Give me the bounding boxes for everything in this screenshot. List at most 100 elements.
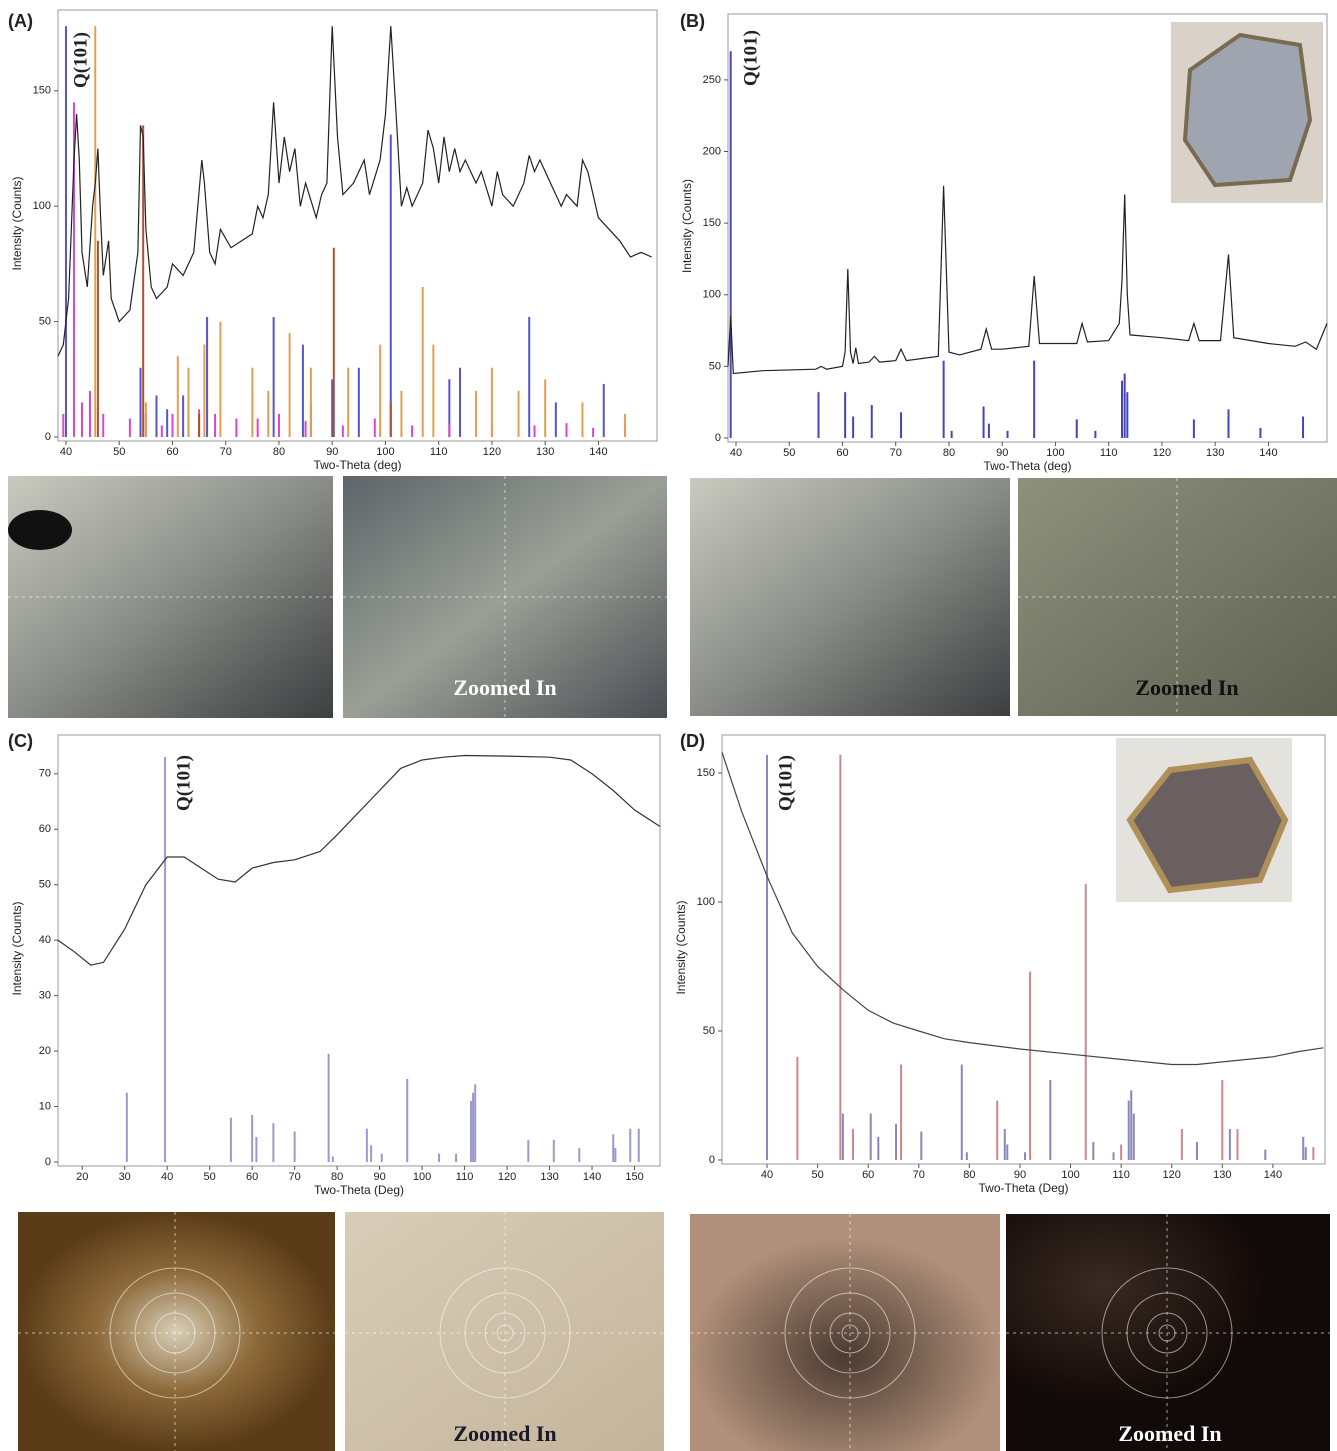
- x-tick-label: 80: [963, 1169, 975, 1181]
- y-tick-label: 50: [39, 879, 51, 891]
- x-tick-label: 60: [246, 1171, 258, 1183]
- y-tick-label: 150: [703, 217, 721, 229]
- y-tick-label: 0: [715, 432, 721, 444]
- x-tick-label: 70: [289, 1171, 301, 1183]
- y-axis-label: Intensity (Counts): [680, 179, 694, 273]
- x-tick-label: 80: [331, 1171, 343, 1183]
- x-tick-label: 110: [430, 446, 448, 458]
- photo-caption: Zoomed In: [453, 1421, 556, 1446]
- x-tick-label: 80: [273, 446, 285, 458]
- y-tick-label: 50: [703, 1025, 715, 1037]
- x-tick-label: 130: [540, 1171, 558, 1183]
- x-tick-label: 50: [811, 1169, 823, 1181]
- x-tick-label: 140: [583, 1171, 601, 1183]
- photo-detail: [8, 510, 72, 550]
- x-tick-label: 100: [376, 446, 394, 458]
- x-tick-label: 30: [119, 1171, 131, 1183]
- peak-annotation: Q(101): [70, 32, 91, 88]
- y-tick-label: 100: [697, 896, 715, 908]
- x-tick-label: 150: [625, 1171, 643, 1183]
- x-tick-label: 50: [113, 446, 125, 458]
- y-tick-label: 50: [709, 360, 721, 372]
- x-axis-label: Two-Theta (deg): [313, 458, 401, 472]
- x-tick-label: 40: [730, 447, 742, 459]
- y-tick-label: 70: [39, 768, 51, 780]
- y-tick-label: 10: [39, 1100, 51, 1112]
- x-tick-label: 60: [836, 447, 848, 459]
- x-tick-label: 100: [413, 1171, 431, 1183]
- y-axis-label: Intensity (Counts): [10, 901, 24, 995]
- y-tick-label: 200: [703, 145, 721, 157]
- peak-annotation: Q(101): [775, 755, 796, 811]
- x-tick-label: 90: [326, 446, 338, 458]
- x-tick-label: 90: [1014, 1169, 1026, 1181]
- photo: [690, 478, 1010, 716]
- x-tick-label: 70: [890, 447, 902, 459]
- y-tick-label: 0: [709, 1154, 715, 1166]
- page: body { margin: 0; background: #fff; font…: [0, 0, 1337, 1451]
- plot-frame: [58, 10, 657, 441]
- y-tick-label: 100: [33, 200, 51, 212]
- x-tick-label: 40: [761, 1169, 773, 1181]
- x-tick-label: 120: [498, 1171, 516, 1183]
- pattern-line: [58, 756, 660, 966]
- panel-label: (A): [8, 11, 33, 31]
- x-tick-label: 110: [1112, 1169, 1130, 1181]
- x-tick-label: 120: [1163, 1169, 1181, 1181]
- y-tick-label: 0: [45, 1156, 51, 1168]
- x-tick-label: 90: [373, 1171, 385, 1183]
- y-tick-label: 150: [697, 767, 715, 779]
- photo-caption: Zoomed In: [453, 675, 556, 700]
- y-tick-label: 0: [45, 431, 51, 443]
- y-tick-label: 150: [33, 85, 51, 97]
- figure: Zoomed In Zoomed In Zoomed In Zoomed In …: [0, 0, 1337, 1451]
- x-axis-label: Two-Theta (Deg): [314, 1183, 404, 1197]
- photo-caption: Zoomed In: [1135, 675, 1238, 700]
- x-tick-label: 60: [166, 446, 178, 458]
- y-tick-label: 40: [39, 934, 51, 946]
- insets: [1116, 22, 1323, 902]
- x-tick-label: 40: [161, 1171, 173, 1183]
- panel-label: (C): [8, 731, 33, 751]
- x-tick-label: 80: [943, 447, 955, 459]
- x-tick-label: 110: [456, 1171, 474, 1183]
- y-tick-label: 250: [703, 74, 721, 86]
- y-tick-label: 30: [39, 990, 51, 1002]
- panel-label: (B): [680, 11, 705, 31]
- x-tick-label: 20: [76, 1171, 88, 1183]
- x-tick-label: 60: [862, 1169, 874, 1181]
- x-tick-label: 140: [1259, 447, 1277, 459]
- x-tick-label: 50: [783, 447, 795, 459]
- pattern-line: [58, 26, 652, 356]
- x-tick-label: 110: [1100, 447, 1118, 459]
- y-tick-label: 50: [39, 316, 51, 328]
- x-tick-label: 70: [913, 1169, 925, 1181]
- x-tick-label: 100: [1061, 1169, 1079, 1181]
- photo: [18, 1212, 335, 1451]
- x-tick-label: 140: [589, 446, 607, 458]
- photo-caption: Zoomed In: [1118, 1421, 1221, 1446]
- plot-frame: [58, 735, 660, 1166]
- photos: Zoomed In Zoomed In Zoomed In Zoomed In: [8, 476, 1337, 1451]
- x-tick-label: 140: [1264, 1169, 1282, 1181]
- x-tick-label: 40: [60, 446, 72, 458]
- x-tick-label: 130: [1213, 1169, 1231, 1181]
- pattern-line: [728, 186, 1327, 374]
- x-tick-label: 130: [1206, 447, 1224, 459]
- x-tick-label: 90: [996, 447, 1008, 459]
- x-tick-label: 100: [1046, 447, 1064, 459]
- body: {"chart_data": [ {"type": "line", "panel…: [0, 0, 1337, 1451]
- y-axis-label: Intensity (Counts): [674, 900, 688, 994]
- x-tick-label: 50: [204, 1171, 216, 1183]
- peak-annotation: Q(101): [173, 755, 194, 811]
- panel-label: (D): [680, 731, 705, 751]
- y-tick-label: 60: [39, 823, 51, 835]
- x-tick-label: 120: [483, 446, 501, 458]
- x-tick-label: 70: [220, 446, 232, 458]
- y-axis-label: Intensity (Counts): [10, 176, 24, 270]
- y-tick-label: 100: [703, 289, 721, 301]
- x-tick-label: 130: [536, 446, 554, 458]
- x-axis-label: Two-Theta (Deg): [978, 1181, 1068, 1195]
- y-tick-label: 20: [39, 1045, 51, 1057]
- x-axis-label: Two-Theta (deg): [983, 459, 1071, 473]
